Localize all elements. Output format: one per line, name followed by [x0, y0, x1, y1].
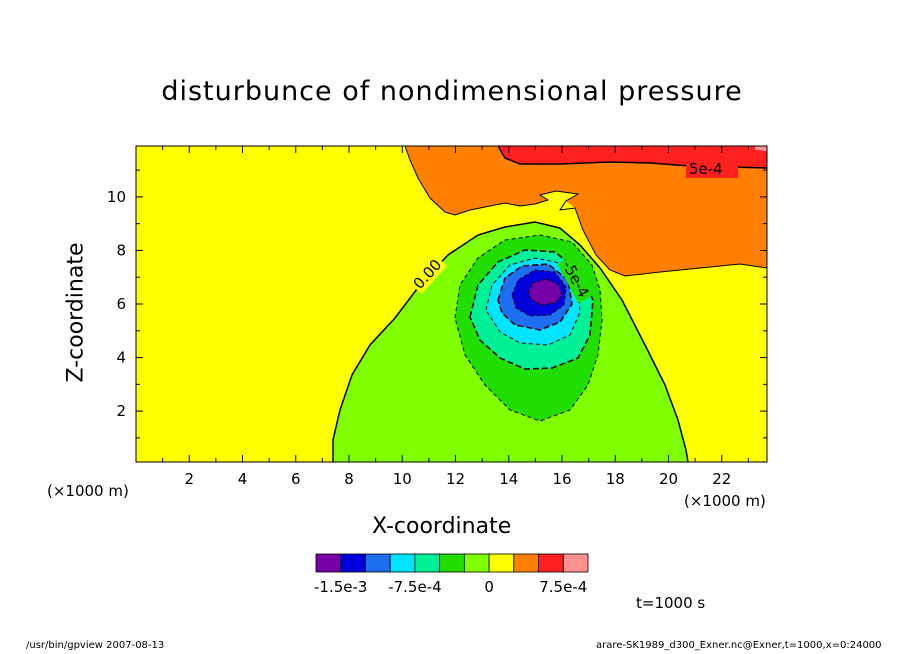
contour-2.5e-4 — [404, 146, 767, 277]
x-tick-label: 14 — [499, 470, 518, 488]
y-tick-label: 4 — [116, 349, 126, 367]
contour-zero — [332, 221, 689, 462]
colorbar-label: -7.5e-4 — [388, 578, 441, 596]
contour-neg-5e-4 — [469, 249, 594, 370]
y-axis-label: Z-coordinate — [63, 242, 89, 383]
colorbar-swatch — [463, 553, 490, 573]
x-tick-label: 10 — [393, 470, 412, 488]
colorbar-swatch — [365, 553, 391, 573]
region-white-notch — [540, 191, 578, 210]
colorbar: -1.5e-3 -7.5e-4 0 7.5e-4 — [314, 553, 589, 596]
contour-label-bg-pos — [686, 158, 738, 178]
colorbar-swatch — [414, 553, 441, 573]
x-axis-unit: (×1000 m) — [684, 492, 766, 510]
contour-label-5e-4: 5e-4 — [689, 160, 723, 178]
x-tick-label: 16 — [552, 470, 571, 488]
positive-region-pink — [755, 146, 767, 151]
colorbar-swatch — [315, 553, 342, 573]
positive-region-orange — [405, 146, 767, 276]
colorbar-swatch — [439, 553, 465, 573]
x-tick-label: 20 — [659, 470, 678, 488]
contour-neg-1.25e-3 — [511, 269, 567, 317]
colorbar-swatch — [340, 553, 366, 573]
contour-label-bg-zero — [408, 253, 448, 295]
contour-neg-7.5e-4 — [485, 257, 581, 346]
y-tick-label: 6 — [116, 295, 126, 313]
contour-neg-2.5e-4 — [454, 234, 603, 422]
y-axis-unit: (×1000 m) — [47, 482, 129, 500]
x-tick-label: 12 — [446, 470, 465, 488]
colorbar-label: 7.5e-4 — [539, 578, 587, 596]
x-tick-label: 22 — [712, 470, 731, 488]
footer-left: /usr/bin/gpview 2007-08-13 — [26, 640, 165, 651]
x-tick-label: 6 — [291, 470, 301, 488]
x-tick-label: 8 — [344, 470, 354, 488]
negative-region-6 — [528, 279, 562, 305]
colorbar-swatch — [538, 553, 564, 573]
y-tick-label: 2 — [116, 402, 126, 420]
colorbar-swatch — [389, 553, 416, 573]
y-tick-label: 8 — [116, 241, 126, 259]
contour-neg-1e-3 — [497, 263, 573, 331]
y-tick-label: 10 — [107, 188, 126, 206]
chart-title: disturbunce of nondimensional pressure — [161, 76, 743, 107]
time-label: t=1000 s — [636, 594, 706, 612]
x-tick-label: 4 — [238, 470, 248, 488]
colorbar-swatch — [513, 553, 539, 573]
colorbar-label: -1.5e-3 — [314, 578, 367, 596]
colorbar-swatch — [562, 553, 589, 573]
colorbar-label: 0 — [484, 578, 494, 596]
axes-ticks — [136, 146, 767, 462]
x-tick-label: 18 — [606, 470, 625, 488]
x-axis-label: X-coordinate — [372, 514, 512, 539]
footer-right: arare-SK1989_d300_Exner.nc@Exner,t=1000,… — [596, 640, 882, 651]
contour-label-bg-neg — [557, 255, 595, 303]
colorbar-swatch — [488, 553, 515, 573]
x-tick-label: 2 — [184, 470, 194, 488]
